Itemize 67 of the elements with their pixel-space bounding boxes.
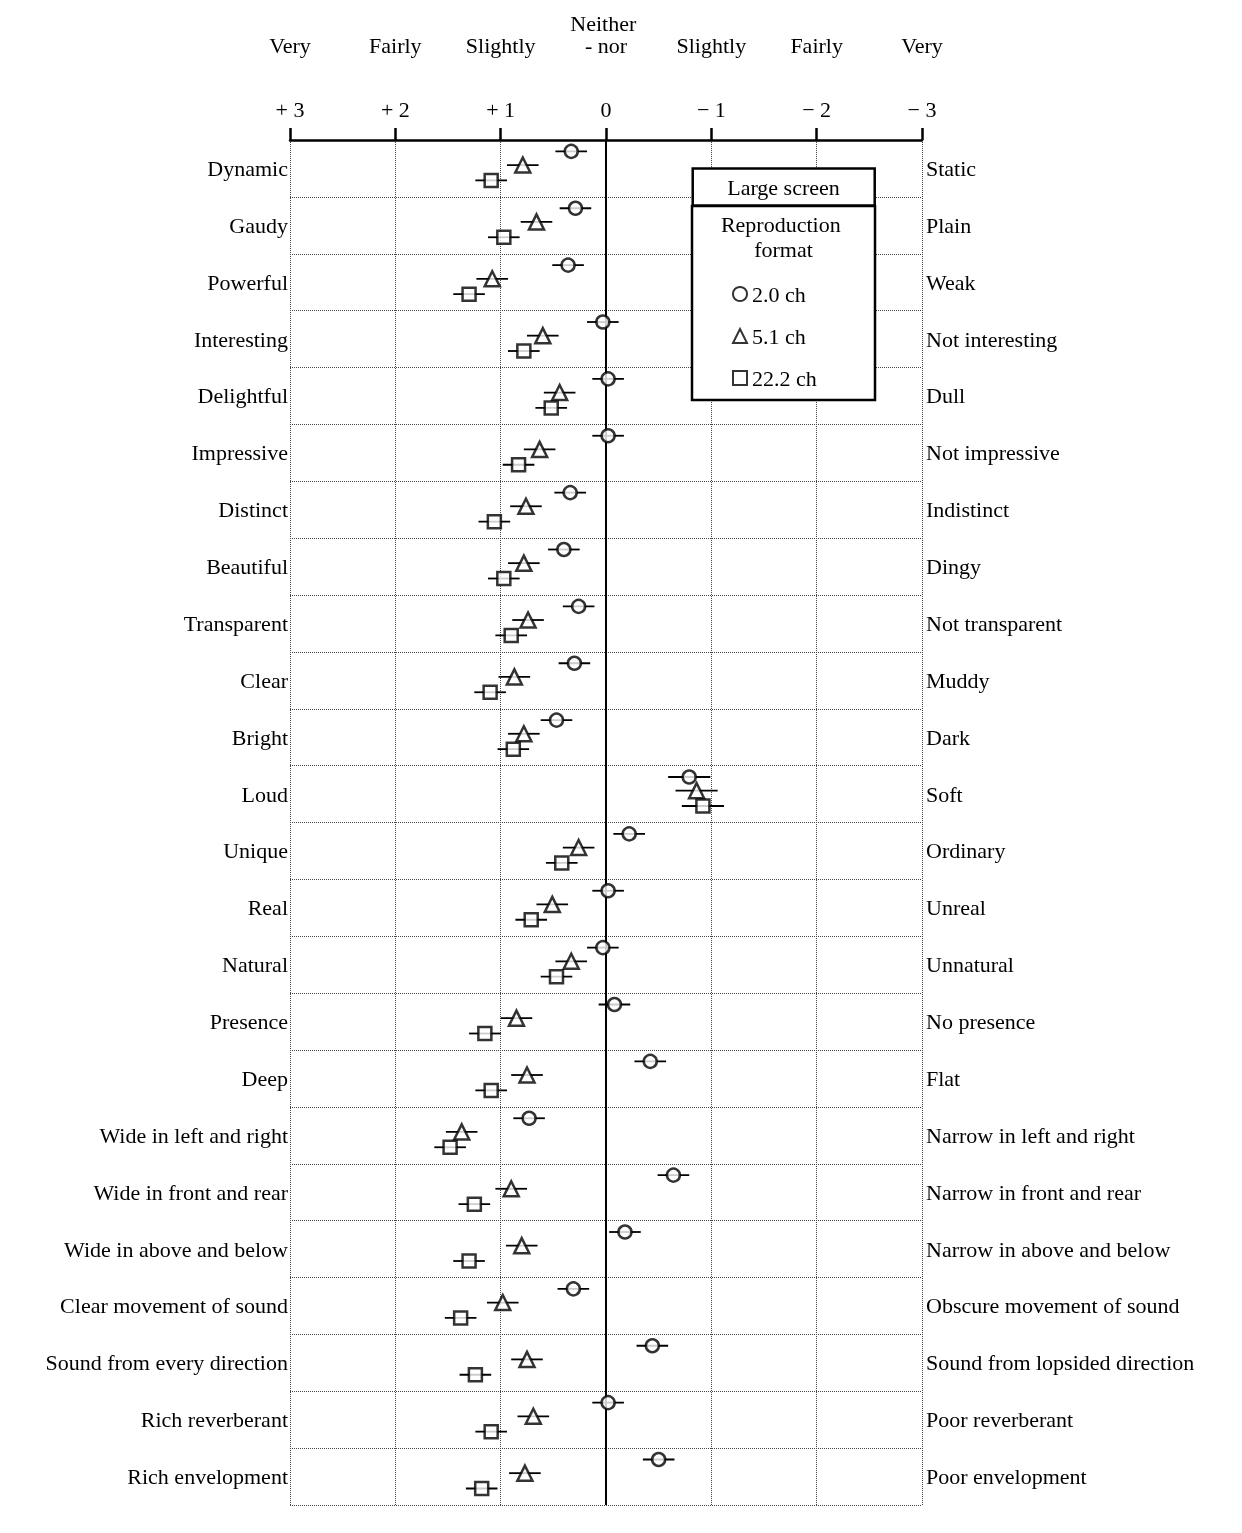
x-tick-label: − 3 [907,96,937,122]
y2-tick-label: Unnatural [926,952,1014,978]
y-tick-label: Beautiful [206,554,288,580]
y-tick-label: Gaudy [229,212,288,238]
y2-tick-label: Soft [926,781,963,807]
y-tick-label: Impressive [191,440,288,466]
y-tick-label: Wide in above and below [64,1236,289,1262]
y2-tick-label: Flat [926,1065,961,1091]
y-tick-label: Clear [240,667,289,693]
legend-label: 2.0 ch [752,281,806,307]
y-tick-label: Sound from every direction [45,1350,288,1376]
y-tick-label: Distinct [218,497,288,523]
y-tick-label: Real [247,895,288,921]
y-tick-label: Bright [231,724,288,750]
text: Slightly [465,32,536,58]
x-tick-label: 0 [600,96,612,122]
y2-tick-label: Static [926,155,977,181]
text: Large screen [727,174,840,200]
y-tick-label: Deep [241,1065,288,1091]
y2-tick-label: Dingy [926,554,981,580]
text: Neither - nor [570,10,642,58]
y-tick-label: Transparent [183,610,288,636]
text: Very [901,32,943,58]
y-tick-label: Powerful [207,269,288,295]
y-tick-label: Interesting [193,326,288,352]
y2-tick-label: Ordinary [926,838,1006,864]
y2-tick-label: Poor reverberant [926,1407,1074,1433]
y-tick-label: Clear movement of sound [60,1293,288,1319]
y-tick-label: Unique [223,838,288,864]
text: Fairly [369,32,422,58]
text: Fairly [790,32,843,58]
y-tick-label: Dynamic [207,155,289,181]
x-tick-label: + 2 [380,96,410,122]
x-tick-label: − 2 [802,96,832,122]
y-tick-label: Wide in left and right [99,1122,288,1148]
x-tick-label: + 1 [486,96,516,122]
y2-tick-label: Not interesting [926,326,1058,352]
x-tick-label: − 1 [696,96,726,122]
y2-tick-label: Obscure movement of sound [926,1293,1180,1319]
y2-tick-label: Narrow in front and rear [926,1179,1142,1205]
y2-tick-label: Indistinct [926,497,1010,523]
y2-tick-label: Plain [926,212,972,238]
y-tick-label: Natural [222,952,288,978]
y-tick-label: Wide in front and rear [93,1179,289,1205]
y2-tick-label: Weak [926,269,976,295]
y2-tick-label: Narrow in above and below [926,1236,1171,1262]
y-tick-label: Rich envelopment [127,1464,288,1490]
y-tick-label: Delightful [197,383,288,409]
y2-tick-label: Dark [926,724,970,750]
y-tick-label: Loud [241,781,288,807]
y2-tick-label: Muddy [926,667,990,693]
text: Slightly [676,32,747,58]
y2-tick-label: Dull [926,383,966,409]
x-tick-label: + 3 [275,96,305,122]
y2-tick-label: Not transparent [926,610,1063,636]
y2-tick-label: Sound from lopsided direction [926,1350,1195,1376]
y-tick-label: Presence [209,1009,288,1035]
y2-tick-label: Poor envelopment [926,1464,1087,1490]
y2-tick-label: Not impressive [926,440,1060,466]
y-tick-label: Rich reverberant [140,1407,288,1433]
text: Very [269,32,311,58]
legend-label: 22.2 ch [752,365,817,391]
y2-tick-label: No presence [926,1009,1036,1035]
y2-tick-label: Unreal [926,895,986,921]
y2-tick-label: Narrow in left and right [926,1122,1135,1148]
legend-label: 5.1 ch [752,323,806,349]
legend-title: Reproduction format [720,212,847,262]
